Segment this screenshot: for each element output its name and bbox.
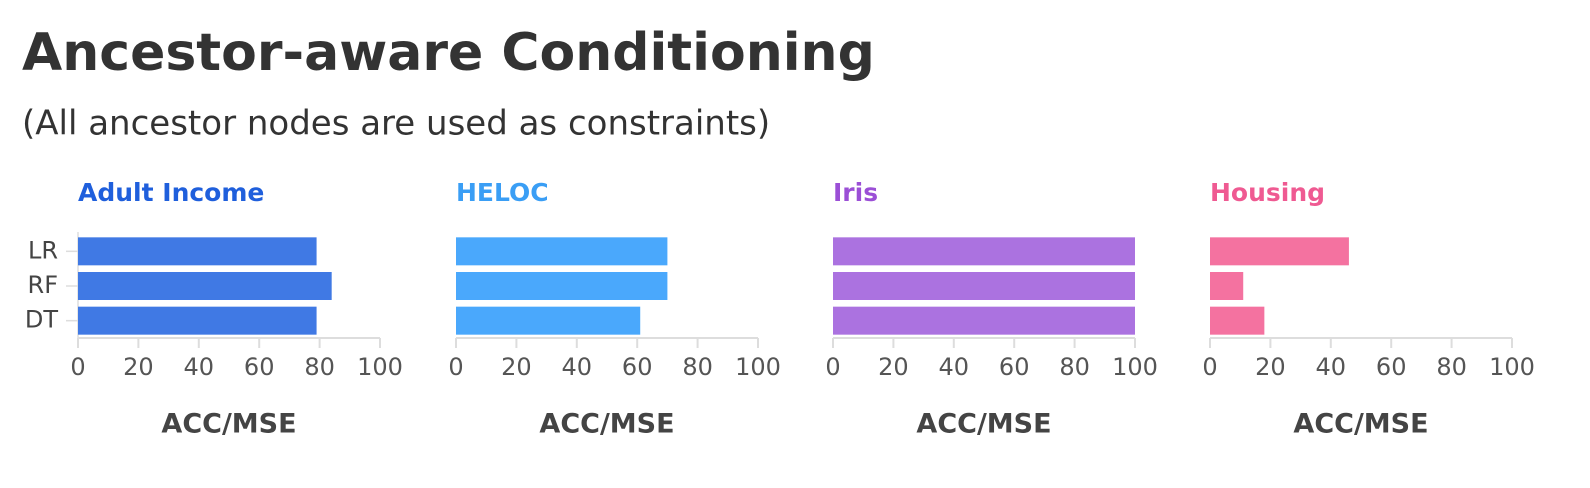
bar: [456, 237, 668, 266]
chart-title: Iris: [833, 178, 878, 207]
x-tick-label: 20: [501, 353, 532, 381]
x-tick-label: 80: [682, 353, 713, 381]
bar: [833, 306, 1135, 335]
bar: [1210, 306, 1265, 335]
x-tick-label: 60: [1376, 353, 1407, 381]
y-tick-label: RF: [28, 271, 58, 299]
x-tick-label: 60: [244, 353, 275, 381]
x-tick-label: 40: [184, 353, 215, 381]
x-tick-label: 0: [70, 353, 85, 381]
bar: [833, 272, 1135, 300]
x-tick-label: 0: [825, 353, 840, 381]
x-tick-label: 40: [939, 353, 970, 381]
x-tick-label: 20: [878, 353, 909, 381]
bar: [78, 237, 317, 266]
x-tick-label: 0: [1202, 353, 1217, 381]
x-axis-label: ACC/MSE: [916, 409, 1051, 440]
chart-title: HELOC: [456, 178, 549, 207]
x-tick-label: 40: [1316, 353, 1347, 381]
page-title: Ancestor-aware Conditioning: [22, 23, 875, 83]
x-tick-label: 40: [562, 353, 593, 381]
bar: [456, 272, 668, 300]
x-tick-label: 20: [1255, 353, 1286, 381]
x-tick-label: 20: [123, 353, 154, 381]
bar: [456, 306, 641, 335]
bar: [1210, 272, 1244, 300]
bar: [78, 306, 317, 335]
y-tick-label: DT: [25, 306, 58, 334]
x-tick-label: 80: [1059, 353, 1090, 381]
chart-title: Housing: [1210, 178, 1325, 207]
x-tick-label: 100: [1112, 353, 1158, 381]
x-tick-label: 100: [1489, 353, 1535, 381]
x-tick-label: 100: [735, 353, 781, 381]
x-tick-label: 80: [304, 353, 335, 381]
y-tick-label: LR: [28, 236, 58, 264]
x-tick-label: 0: [448, 353, 463, 381]
x-tick-label: 60: [999, 353, 1030, 381]
chart-title: Adult Income: [78, 178, 264, 207]
bar: [833, 237, 1135, 266]
x-tick-label: 80: [1436, 353, 1467, 381]
x-axis-label: ACC/MSE: [1293, 409, 1428, 440]
bar: [78, 272, 332, 300]
x-axis-label: ACC/MSE: [161, 409, 296, 440]
page-subtitle: (All ancestor nodes are used as constrai…: [22, 104, 770, 144]
x-tick-label: 100: [357, 353, 403, 381]
bar: [1210, 237, 1349, 266]
x-axis-label: ACC/MSE: [539, 409, 674, 440]
x-tick-label: 60: [622, 353, 653, 381]
